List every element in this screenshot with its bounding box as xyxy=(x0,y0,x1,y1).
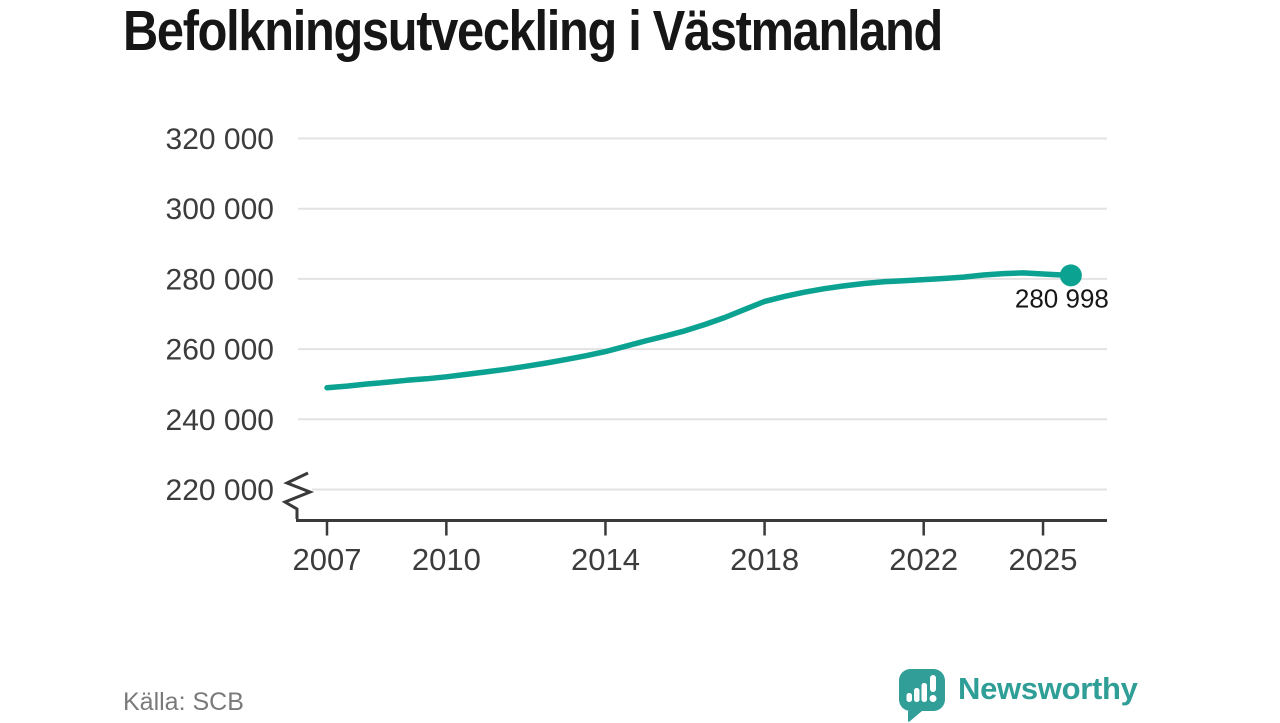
exclamation-dot xyxy=(929,695,937,702)
x-tick-label: 2025 xyxy=(1009,542,1078,577)
x-tick-label: 2007 xyxy=(293,542,362,577)
y-tick-label: 240 000 xyxy=(166,404,274,437)
bar-tall xyxy=(921,683,927,702)
x-tick-label: 2018 xyxy=(730,542,799,577)
y-tick-label: 220 000 xyxy=(166,474,274,507)
x-tick-label: 2010 xyxy=(412,542,481,577)
newsworthy-logo: Newsworthy xyxy=(897,664,1177,722)
newsworthy-wordmark: Newsworthy xyxy=(958,671,1138,706)
exclamation-bar xyxy=(930,675,936,692)
population-line-chart: 220 000 240 000 260 000 280 000 300 000 320 0… xyxy=(166,123,1109,577)
x-tick-label: 2014 xyxy=(571,542,640,577)
chart-title: Befolkningsutveckling i Västmanland xyxy=(123,0,943,63)
x-tick-label: 2022 xyxy=(889,542,958,577)
end-value-label: 280 998 xyxy=(1015,283,1109,313)
y-tick-label: 300 000 xyxy=(166,193,274,226)
y-tick-label: 260 000 xyxy=(166,334,274,367)
series-end-dot xyxy=(1059,264,1082,287)
newsworthy-bubble-chart-icon xyxy=(899,669,945,722)
y-tick-label: 280 000 xyxy=(166,263,274,296)
y-axis-break-icon xyxy=(281,471,315,519)
y-tick-label: 320 000 xyxy=(166,123,274,156)
population-line xyxy=(324,270,1074,391)
bar-medium xyxy=(914,688,920,702)
source-caption: Källa: SCB xyxy=(123,688,244,716)
bar-small xyxy=(906,693,912,702)
